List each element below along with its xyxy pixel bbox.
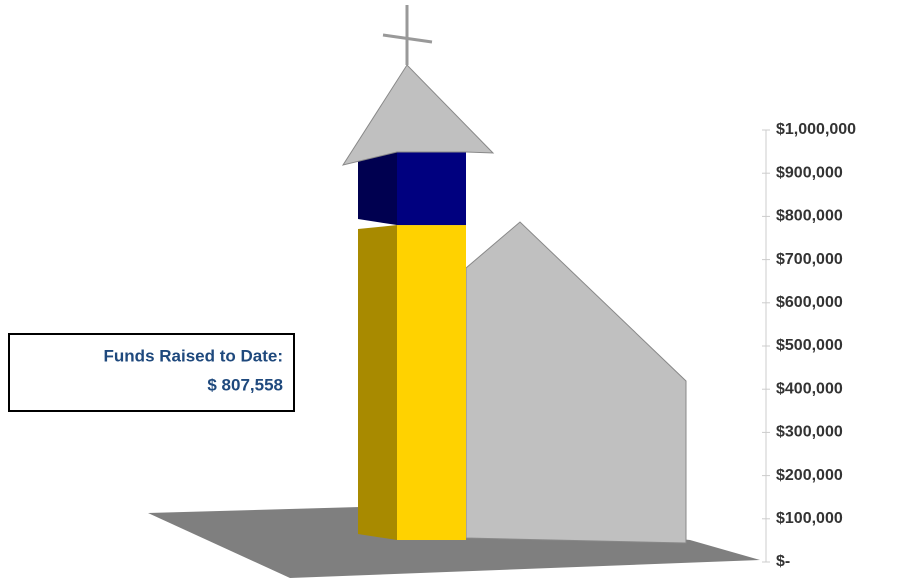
roof (341, 64, 495, 166)
y-tick-label: $600,000 (776, 294, 843, 311)
bar-side (358, 150, 397, 226)
nave (465, 221, 687, 544)
annotation: Funds Raised to Date: (104, 346, 283, 365)
y-tick-label: $200,000 (776, 467, 843, 484)
y-tick-label: $300,000 (776, 424, 843, 441)
value-label: $ 807,558 (207, 375, 283, 394)
y-tick-label: $500,000 (776, 337, 843, 354)
cross (382, 33, 433, 44)
floor (148, 507, 760, 578)
bar (397, 150, 466, 226)
y-tick-label: $- (776, 553, 790, 570)
info-box (8, 333, 295, 412)
tower (358, 150, 466, 541)
y-tick-label: $100,000 (776, 510, 843, 527)
y-tick-label: $1,000,000 (776, 121, 856, 138)
bar-side (358, 225, 397, 541)
y-tick-label: $700,000 (776, 251, 843, 268)
bar (397, 225, 466, 541)
y-tick-label: $900,000 (776, 164, 843, 181)
y-tick-label: $800,000 (776, 208, 843, 225)
y-tick-label: $400,000 (776, 380, 843, 397)
